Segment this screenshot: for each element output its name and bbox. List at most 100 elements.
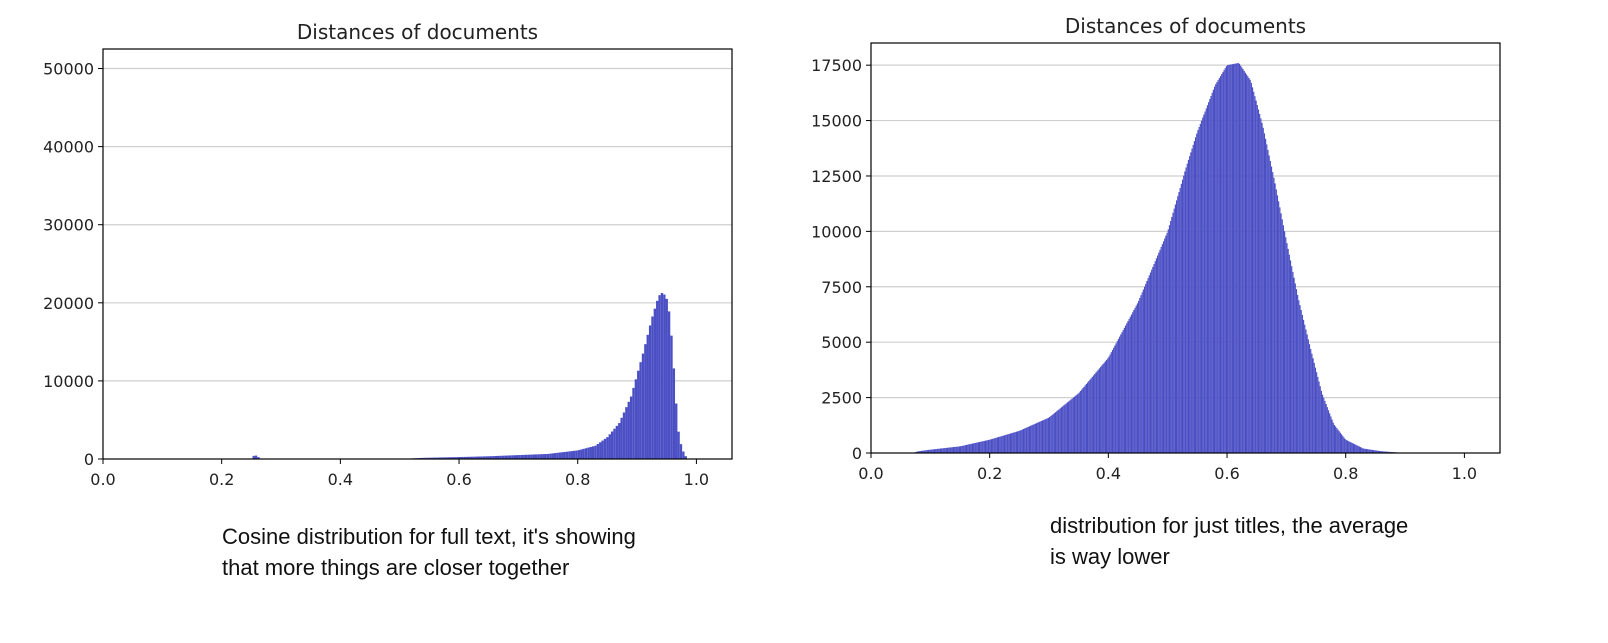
histogram-bar <box>1313 362 1315 453</box>
histogram-bar <box>1037 422 1039 453</box>
x-tick-label: 0.2 <box>977 464 1002 483</box>
histogram-bar <box>1280 213 1282 453</box>
histogram-bar <box>1235 63 1237 453</box>
histogram-bar <box>1267 149 1269 453</box>
histogram-bar <box>1284 231 1286 453</box>
histogram-bar <box>1278 201 1280 453</box>
histogram-bar <box>1234 63 1236 454</box>
histogram-bar <box>1332 422 1334 453</box>
histogram-bar <box>1109 354 1111 453</box>
histogram-bar <box>430 457 433 459</box>
histogram-bar <box>1259 113 1261 454</box>
histogram-bar <box>1121 332 1123 453</box>
histogram-bar <box>1008 433 1010 453</box>
histogram-bar <box>663 294 666 459</box>
histogram-bar <box>1387 451 1389 453</box>
histogram-bar <box>1056 411 1058 453</box>
histogram-bar <box>1030 425 1032 453</box>
histogram-bar <box>931 449 933 453</box>
plot-frame <box>102 48 733 460</box>
histogram-bar <box>1331 419 1333 453</box>
histogram-bar <box>656 300 659 459</box>
histogram-bar <box>1063 405 1065 453</box>
histogram-bar <box>957 446 959 453</box>
histogram-bar <box>1001 435 1003 453</box>
histogram-bar <box>1107 358 1109 453</box>
y-tick-label: 10000 <box>811 222 862 241</box>
histogram-bar <box>252 455 255 459</box>
histogram-bar <box>563 451 566 459</box>
y-tick-label: 15000 <box>811 112 862 131</box>
histogram-bar <box>627 401 630 459</box>
histogram-bar <box>1149 272 1152 453</box>
histogram-bar <box>447 457 450 459</box>
histogram-bar <box>561 452 564 459</box>
histogram-bar <box>1196 133 1198 454</box>
histogram-bar <box>923 450 925 453</box>
histogram-bar <box>1120 334 1122 453</box>
histogram-bar <box>1268 155 1270 454</box>
y-tick-label: 0 <box>852 444 862 463</box>
histogram-bar <box>1358 446 1360 453</box>
histogram-bar <box>1115 343 1117 453</box>
histogram-bar <box>1263 133 1266 454</box>
histogram-bar <box>1354 444 1356 453</box>
histogram-bar <box>973 443 975 453</box>
histogram-bar <box>1369 449 1371 453</box>
histogram-bar <box>995 437 997 453</box>
histogram-bar <box>1272 172 1274 453</box>
histogram-bar <box>1349 441 1351 453</box>
histogram-bar <box>1197 130 1199 453</box>
histogram-bar <box>1355 444 1357 453</box>
histogram-bar <box>1117 338 1120 453</box>
histogram-bar <box>432 457 436 459</box>
histogram-bar <box>1210 95 1212 454</box>
histogram-bar <box>1244 72 1247 453</box>
histogram-bar <box>1072 397 1074 453</box>
histogram-bar <box>1147 278 1149 453</box>
histogram-bar <box>658 295 661 459</box>
x-tick-label: 0.8 <box>565 470 590 489</box>
histogram-bar <box>463 456 467 459</box>
histogram-bar <box>974 443 976 453</box>
histogram-bar <box>1356 445 1358 453</box>
histogram-bar <box>1237 63 1239 453</box>
histogram-bar <box>1257 109 1260 454</box>
histogram-bar <box>1384 451 1387 453</box>
histogram-bar <box>1236 63 1238 453</box>
histogram-bar <box>1337 429 1339 453</box>
histogram-bar <box>1247 76 1249 454</box>
histogram-bar <box>1165 235 1167 453</box>
histogram-bar <box>542 454 545 459</box>
histogram-bar <box>1047 417 1050 453</box>
histogram-bar <box>1376 450 1378 453</box>
histogram-bar <box>1022 428 1025 453</box>
histogram-bar <box>1161 244 1163 453</box>
histogram-bars <box>252 292 687 459</box>
histogram-bar <box>651 316 654 459</box>
histogram-bar <box>570 451 573 459</box>
histogram-bar <box>982 441 984 453</box>
histogram-bar <box>523 454 526 459</box>
histogram-bar <box>1213 86 1216 454</box>
histogram-bar <box>1329 413 1331 453</box>
histogram-bar <box>1019 430 1021 453</box>
histogram-bar <box>629 396 633 459</box>
histogram-bar <box>461 456 464 459</box>
histogram-bar <box>960 446 962 453</box>
histogram-bar <box>1227 65 1229 453</box>
histogram-bar <box>1231 64 1233 454</box>
histogram-bar <box>1300 310 1302 453</box>
histogram-bar <box>920 450 923 453</box>
histogram-bar <box>1034 423 1036 453</box>
histogram-bar <box>1361 447 1363 453</box>
histogram-bar <box>1079 391 1082 453</box>
histogram-bar <box>1018 431 1020 453</box>
histogram-bar <box>482 456 486 459</box>
histogram-bar <box>958 446 961 453</box>
histogram-bar <box>1168 225 1171 453</box>
histogram-bar <box>1006 434 1008 453</box>
histogram-bar <box>1032 424 1034 453</box>
histogram-bar <box>1375 450 1377 453</box>
histogram-bar <box>1065 403 1067 453</box>
